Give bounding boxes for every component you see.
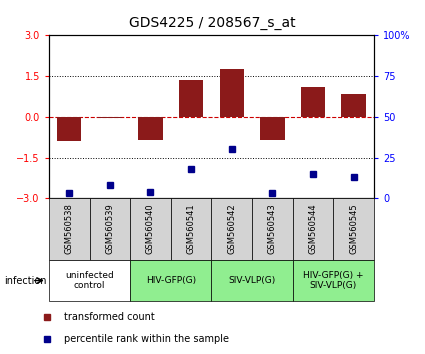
Bar (301, 87, 325, 117)
Text: GSM560543: GSM560543 (268, 203, 277, 254)
Bar (90, 198, 130, 260)
Bar (57, 117, 81, 141)
Bar (341, 94, 366, 117)
Text: GSM560538: GSM560538 (65, 203, 74, 254)
Text: infection: infection (4, 275, 47, 286)
Text: GSM560541: GSM560541 (187, 203, 196, 254)
Text: GDS4225 / 208567_s_at: GDS4225 / 208567_s_at (129, 16, 296, 30)
Bar (293, 198, 333, 260)
Bar (260, 117, 285, 140)
Bar (49, 260, 130, 301)
Text: GSM560542: GSM560542 (227, 203, 236, 254)
Bar (130, 198, 171, 260)
Bar (220, 69, 244, 117)
Bar (211, 198, 252, 260)
Bar (49, 198, 90, 260)
Text: GSM560540: GSM560540 (146, 203, 155, 254)
Text: HIV-GFP(G): HIV-GFP(G) (146, 276, 196, 285)
Text: SIV-VLP(G): SIV-VLP(G) (229, 276, 276, 285)
Bar (333, 198, 374, 260)
Bar (138, 117, 163, 140)
Text: uninfected
control: uninfected control (65, 271, 114, 290)
Text: transformed count: transformed count (64, 312, 154, 322)
Text: GSM560544: GSM560544 (309, 203, 317, 254)
Bar (98, 117, 122, 118)
Text: HIV-GFP(G) +
SIV-VLP(G): HIV-GFP(G) + SIV-VLP(G) (303, 271, 364, 290)
Text: GSM560539: GSM560539 (105, 203, 114, 254)
Bar (211, 260, 293, 301)
Text: GSM560545: GSM560545 (349, 203, 358, 254)
Bar (179, 80, 203, 117)
Bar (293, 260, 374, 301)
Bar (252, 198, 293, 260)
Text: percentile rank within the sample: percentile rank within the sample (64, 334, 229, 344)
Bar (171, 198, 211, 260)
Bar (130, 260, 211, 301)
